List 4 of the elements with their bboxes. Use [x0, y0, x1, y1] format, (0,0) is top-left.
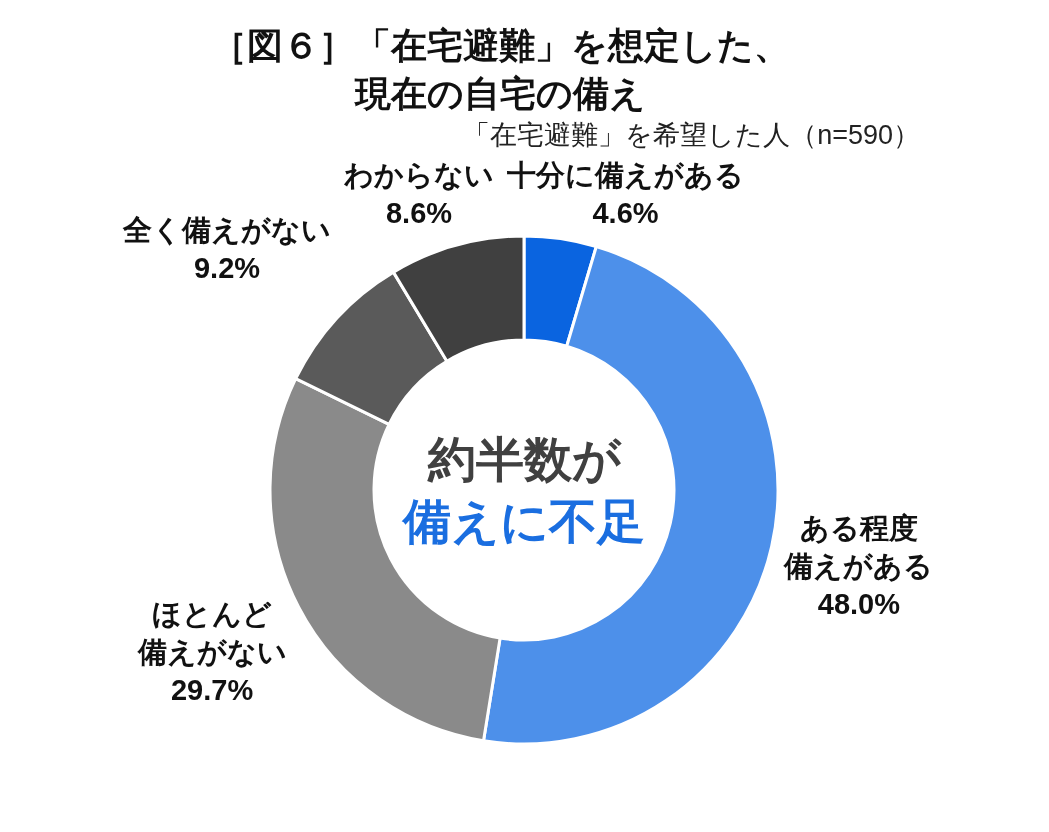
- annotation: 備えに不足: [403, 494, 645, 548]
- title: ［図６］「在宅避難」を想定した、現在の自宅の備え: [210, 25, 790, 114]
- subtitle: 「在宅避難」を希望した人（n=590）: [463, 120, 920, 150]
- annotation: 約半数が: [427, 432, 621, 486]
